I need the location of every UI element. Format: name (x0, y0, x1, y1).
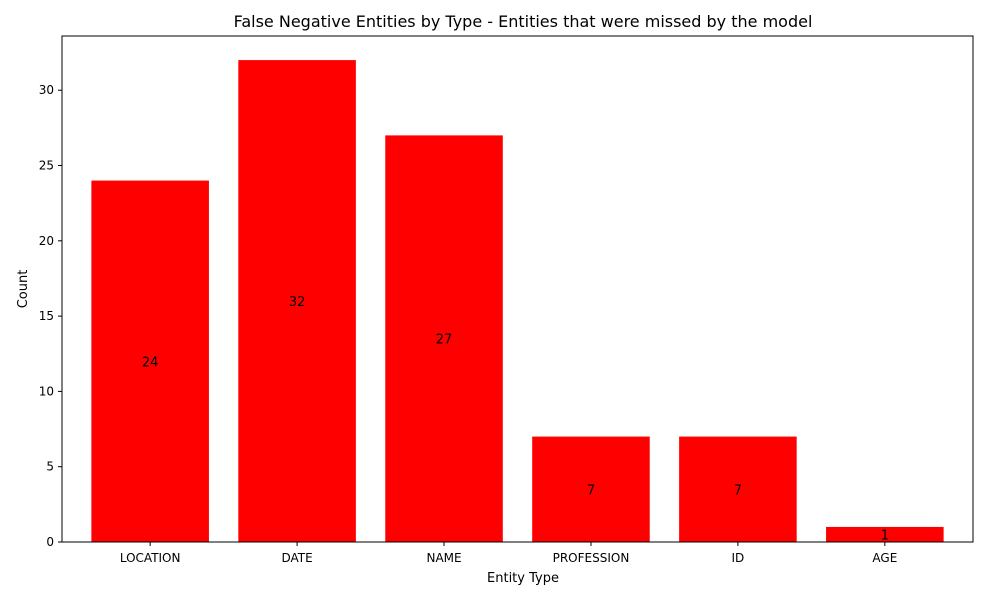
plot-frame (61, 35, 974, 543)
bar-date (238, 60, 356, 542)
y-tick-label: 5 (46, 460, 54, 474)
x-tick-label: DATE (281, 551, 312, 565)
y-axis-ticks: 0 5 10 15 20 25 30 (39, 83, 62, 549)
x-axis-label: Entity Type (487, 571, 559, 586)
bars-group (91, 60, 944, 543)
y-tick-label: 0 (46, 535, 54, 549)
data-label-date: 32 (289, 295, 306, 310)
x-tick-label: LOCATION (120, 551, 181, 565)
x-tick-label: PROFESSION (553, 551, 630, 565)
bar-age (826, 526, 944, 542)
data-label-id: 7 (734, 483, 742, 498)
y-tick-label: 20 (39, 234, 54, 248)
y-tick-label: 25 (39, 159, 54, 173)
data-labels-group: 24 32 27 7 7 1 (142, 295, 889, 543)
chart-title: False Negative Entities by Type - Entiti… (234, 12, 813, 31)
x-tick-label: ID (732, 551, 745, 565)
data-label-name: 27 (436, 333, 453, 348)
bar-location (91, 180, 209, 543)
y-tick-label: 15 (39, 309, 54, 323)
x-axis-ticks: LOCATION DATE NAME PROFESSION ID AGE (120, 542, 897, 565)
y-axis-label: Count (16, 270, 31, 309)
data-label-age: 1 (881, 528, 889, 543)
y-tick-label: 10 (39, 384, 54, 398)
bar-profession (532, 436, 650, 542)
x-tick-label: AGE (872, 551, 897, 565)
data-label-location: 24 (142, 355, 159, 370)
data-label-profession: 7 (587, 483, 595, 498)
bar-name (385, 135, 503, 542)
x-tick-label: NAME (426, 551, 461, 565)
bar-id (679, 436, 797, 542)
y-tick-label: 30 (39, 83, 54, 97)
